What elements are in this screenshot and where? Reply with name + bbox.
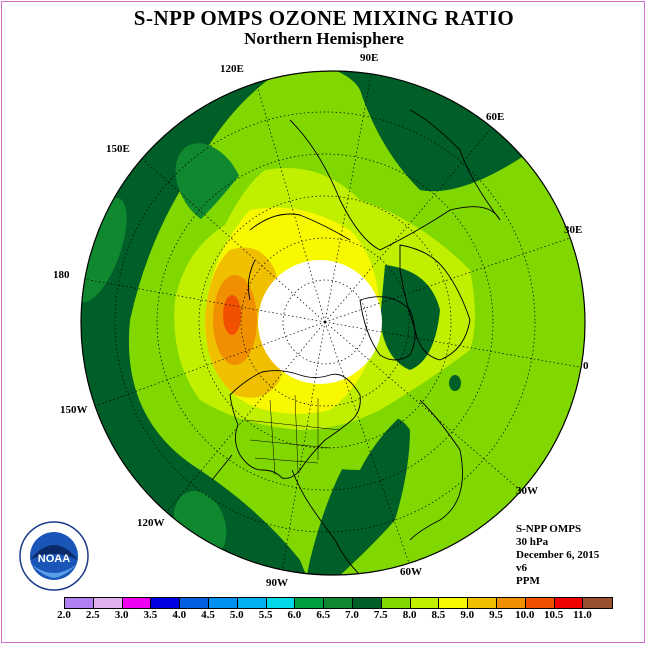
colorbar-cell (496, 598, 526, 608)
colorbar-cell (554, 598, 584, 608)
lon-label-180: 180 (53, 269, 70, 281)
map-boundary (80, 70, 586, 576)
lon-label-150w: 150W (60, 404, 88, 416)
colorbar-cell (583, 598, 613, 608)
colorbar-tick-labels: 2.0 2.5 3.0 3.5 4.0 4.5 5.0 5.5 6.0 6.5 7.0 7.5 8.0 8… (50, 609, 610, 623)
ozone-field-6.5-b (81, 197, 127, 303)
us-state-lines (244, 394, 341, 476)
noaa-logo-text: NOAA (38, 553, 70, 565)
colorbar-cell (352, 598, 382, 608)
polar-night-no-data (258, 260, 382, 384)
colorbar-tick-label: 4.5 (201, 609, 215, 621)
colorbar-tick-label: 10.0 (515, 609, 535, 621)
lon-label-30w: 30W (516, 485, 538, 497)
lon-label-90w: 90W (266, 577, 288, 589)
colorbar-tick-label: 6.0 (287, 609, 302, 621)
colorbar-tick-label: 11.0 (573, 609, 592, 621)
colorbar-tick-label: 5.0 (229, 609, 244, 621)
ozone-field-7.0-europe (380, 265, 440, 370)
colorbar-cell (324, 598, 353, 608)
info-level: 30 hPa (516, 536, 549, 548)
colorbar-tick-label: 2.0 (57, 609, 71, 621)
coastlines (211, 109, 501, 575)
colorbar-cell (208, 598, 238, 608)
colorbar-tick-label: 6.5 (316, 609, 331, 621)
lon-label-120w: 120W (137, 517, 165, 529)
info-version: v6 (516, 562, 527, 574)
lon-label-150e: 150E (106, 143, 130, 155)
colorbar-tick-label: 2.5 (85, 609, 100, 621)
info-date: December 6, 2015 (516, 549, 600, 561)
lon-label-60e: 60E (486, 111, 505, 123)
colorbar-cell (266, 598, 296, 608)
colorbar-cell (93, 598, 123, 608)
colorbar-cell (468, 598, 497, 608)
colorbar-tick-label: 3.0 (114, 609, 129, 621)
colorbar-tick-label: 5.5 (258, 609, 273, 621)
lon-label-60w: 60W (400, 566, 422, 578)
map-subtitle: Northern Hemisphere (244, 29, 404, 48)
colorbar-tick-label: 7.5 (373, 609, 388, 621)
info-instrument: S-NPP OMPS (516, 523, 582, 535)
colorbar-tick-label: 7.0 (345, 609, 359, 621)
colorbar-tick-label: 9.5 (489, 609, 503, 621)
lon-label-0: 0 (583, 360, 589, 372)
lon-label-120e: 120E (220, 63, 244, 75)
colorbar-cell (180, 598, 209, 608)
info-units: PPM (516, 575, 540, 587)
colorbar-tick-label: 8.0 (402, 609, 417, 621)
colorbar-cell (439, 598, 469, 608)
ozone-field-7.0-spot (449, 375, 461, 391)
colorbar-tick-label: 9.0 (460, 609, 475, 621)
noaa-logo: NOAA (19, 521, 89, 591)
colorbar-cell (295, 598, 325, 608)
lon-label-30e: 30E (564, 224, 583, 236)
map-title: S-NPP OMPS OZONE MIXING RATIO (133, 6, 515, 30)
colorbar-tick-label: 3.5 (143, 609, 158, 621)
lon-label-90e: 90E (360, 52, 379, 64)
ozone-field-7.0-atlantic (300, 417, 410, 575)
longitude-grid (81, 71, 585, 573)
colorbar-cell (122, 598, 152, 608)
info-block: S-NPP OMPS 30 hPa December 6, 2015 v6 PP… (516, 523, 599, 588)
colorbar (64, 597, 614, 609)
colorbar-tick-label: 4.0 (172, 609, 187, 621)
colorbar-cell (65, 598, 94, 608)
ozone-field-10.0 (223, 295, 241, 335)
colorbar-cell (525, 598, 555, 608)
colorbar-cell (381, 598, 411, 608)
latitude-grid (114, 111, 536, 533)
colorbar-cell (151, 598, 181, 608)
colorbar-cell (410, 598, 440, 608)
colorbar-tick-label: 8.5 (431, 609, 446, 621)
colorbar-cell (237, 598, 267, 608)
colorbar-tick-label: 10.5 (543, 609, 564, 621)
